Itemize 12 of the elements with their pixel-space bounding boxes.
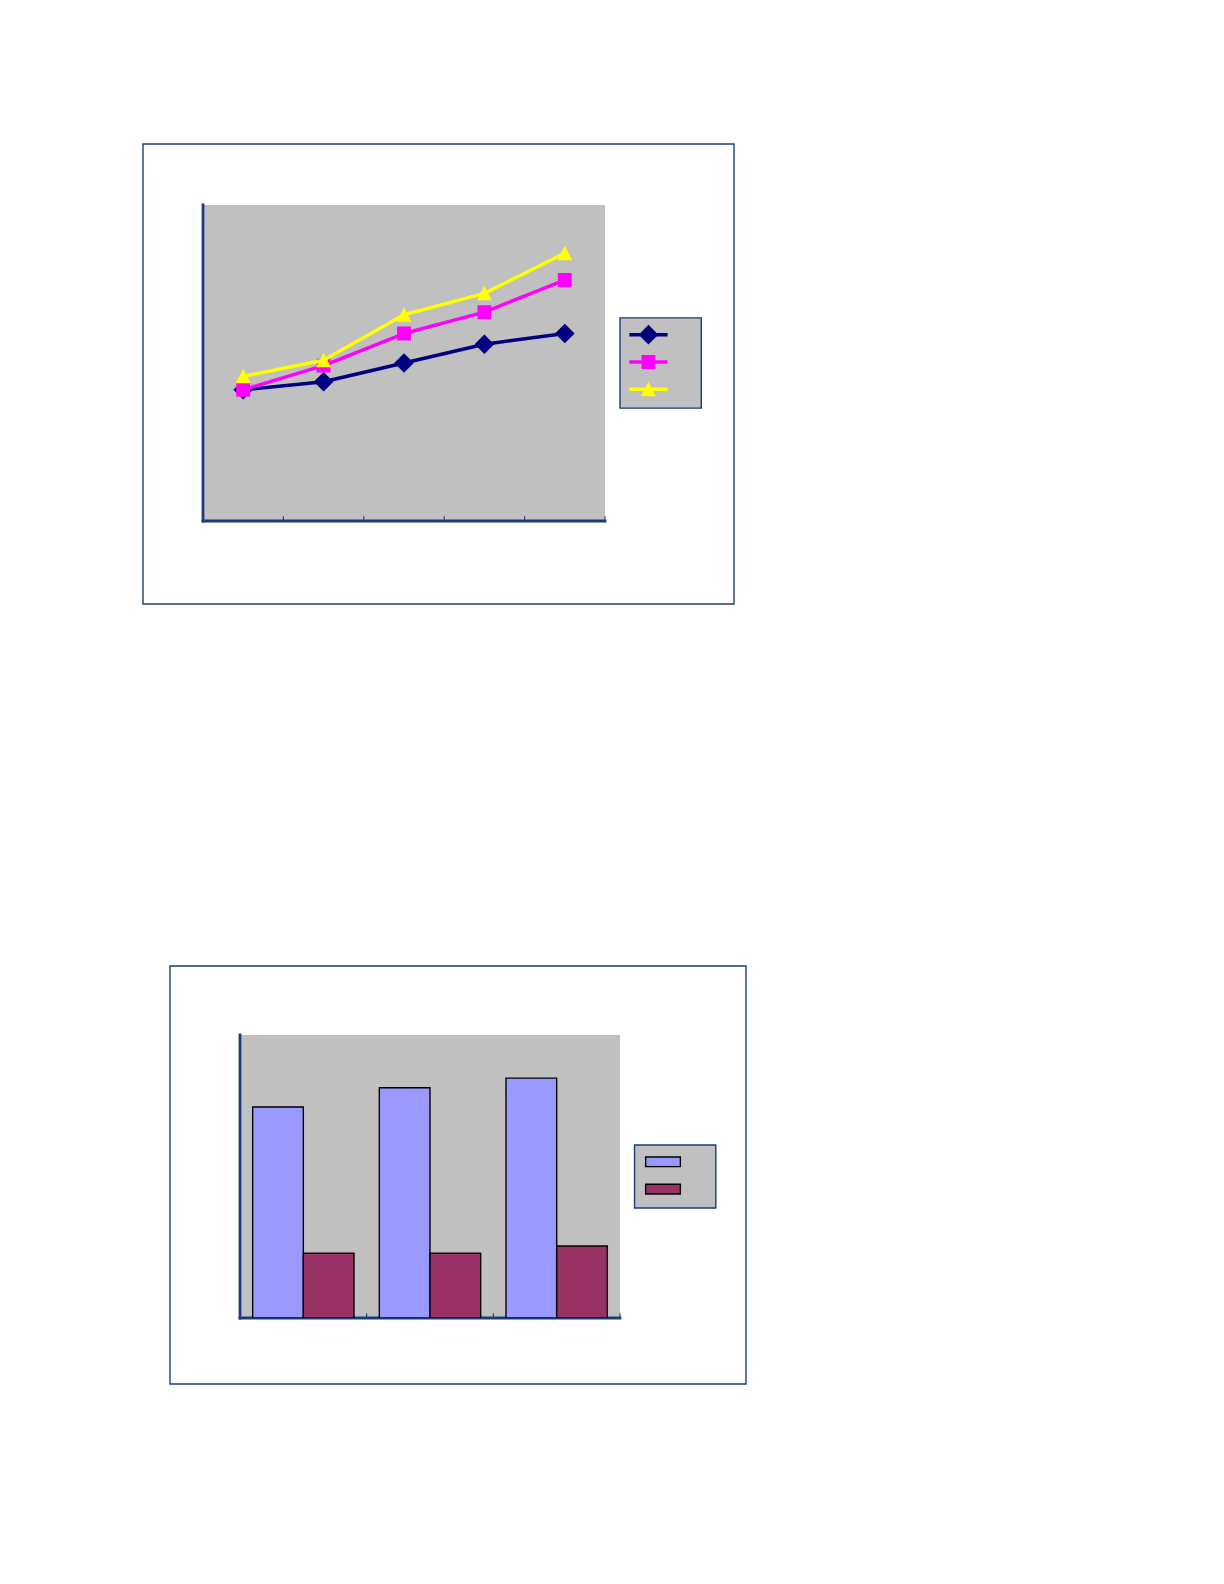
- point: [236, 369, 251, 384]
- point: [555, 324, 575, 344]
- point: [474, 334, 494, 354]
- point: [557, 273, 572, 287]
- point: [477, 286, 492, 301]
- point: [557, 246, 572, 261]
- point: [316, 353, 331, 368]
- point: [397, 307, 411, 322]
- point: [397, 326, 411, 341]
- point: [394, 353, 414, 373]
- point: [314, 372, 334, 392]
- point: [477, 305, 492, 320]
